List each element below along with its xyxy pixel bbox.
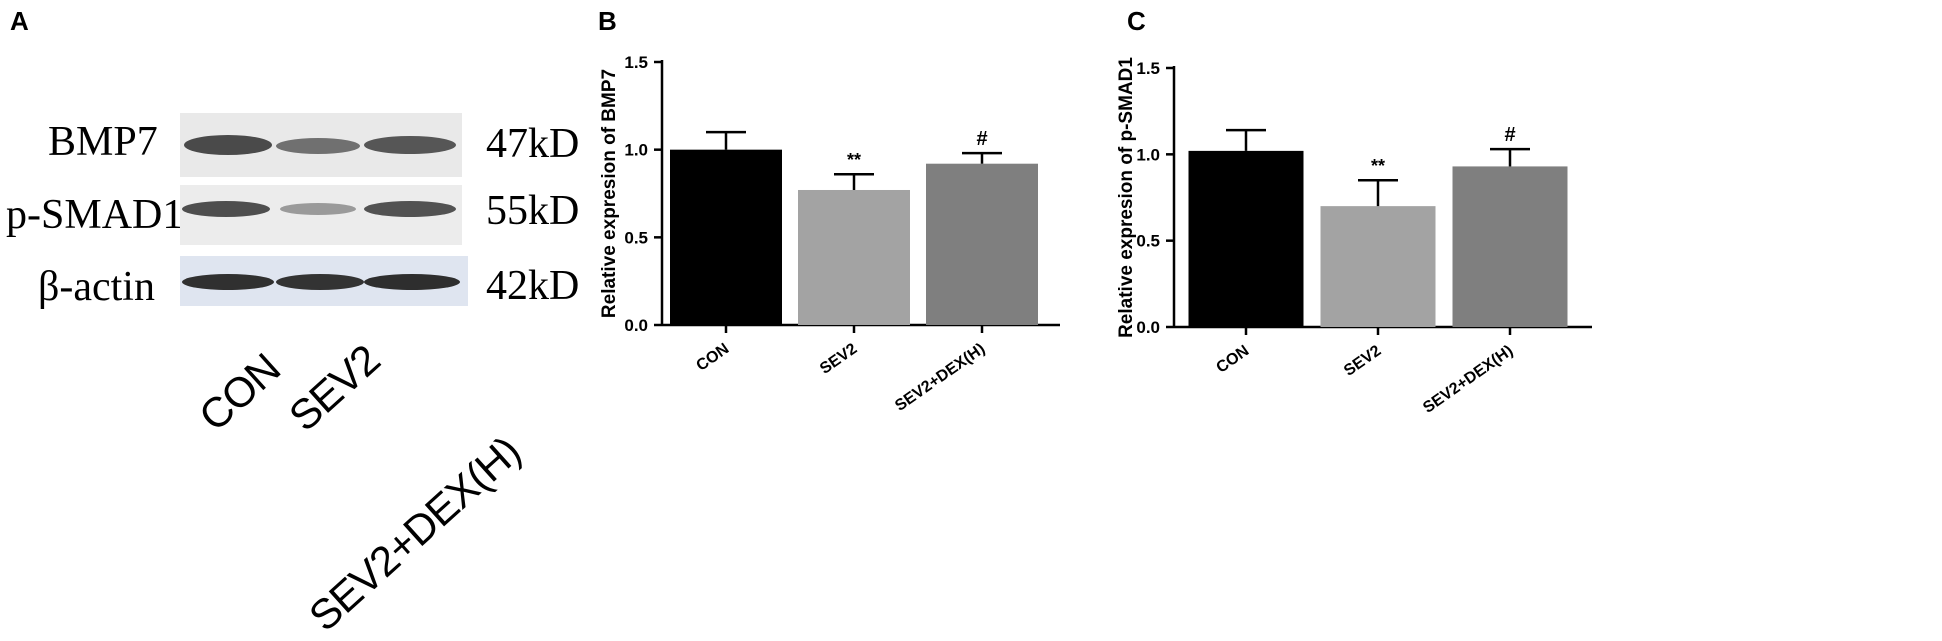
- x-tick-label-con: CON: [693, 340, 732, 374]
- y-tick-label: 0.0: [1136, 318, 1160, 337]
- y-tick-label: 1.5: [1136, 59, 1160, 78]
- bar-sev2: [1320, 206, 1436, 327]
- x-tick-label-sev2: SEV2: [1341, 342, 1384, 379]
- band-actin-sev2: [276, 274, 364, 290]
- mw-label-bmp7: 47kD: [486, 121, 580, 167]
- panel-c-letter: C: [1127, 6, 1146, 36]
- mw-label-p-smad1: 55kD: [486, 188, 580, 234]
- blot-beta-actin: [180, 256, 468, 306]
- y-tick-label: 0.5: [624, 228, 648, 247]
- y-axis-label: Relative expresion of BMP7: [599, 69, 620, 318]
- lane-label-sev2: SEV2: [280, 335, 389, 440]
- lane-label-sev2-dex-h: SEV2+DEX(H): [300, 427, 529, 640]
- y-tick-label: 0.0: [624, 316, 648, 335]
- blot-p-smad1: [180, 185, 462, 245]
- y-tick-label: 0.5: [1136, 232, 1160, 251]
- x-tick-label-sev2: SEV2: [817, 340, 860, 377]
- y-tick-label: 1.5: [624, 53, 648, 72]
- band-bmp7-con: [184, 135, 272, 155]
- x-tick-label-con: CON: [1213, 342, 1252, 376]
- mw-label-beta-actin: 42kD: [486, 263, 580, 309]
- band-psmad1-dex: [364, 201, 456, 217]
- bar-sev2-dex-h: [926, 163, 1038, 325]
- band-actin-con: [182, 274, 274, 290]
- bar-sev2: [798, 189, 910, 325]
- bar-con: [670, 149, 782, 325]
- bar-sev2-dex-h: [1452, 166, 1568, 327]
- band-actin-dex: [364, 274, 460, 290]
- significance-mark-sev2: **: [1371, 156, 1385, 176]
- panel-a-letter: A: [10, 6, 29, 36]
- significance-mark-sev2-dex-h: #: [1504, 124, 1515, 146]
- band-bmp7-sev2: [276, 138, 360, 154]
- row-label-bmp7: BMP7: [48, 119, 158, 165]
- western-blot-panel: BMP7 p-SMAD1 β-actin 47kD 55kD 42kD CON …: [0, 0, 740, 640]
- x-tick-label-sev2-dex-h: SEV2+DEX(H): [1420, 342, 1516, 416]
- lane-label-con: CON: [190, 344, 289, 440]
- y-tick-label: 1.0: [624, 141, 648, 160]
- band-bmp7-dex: [364, 136, 456, 154]
- row-label-p-smad1: p-SMAD1: [6, 192, 184, 238]
- row-label-beta-actin: β-actin: [38, 264, 155, 310]
- significance-mark-sev2: **: [847, 150, 861, 170]
- significance-mark-sev2-dex-h: #: [976, 128, 987, 150]
- y-tick-label: 1.0: [1136, 145, 1160, 164]
- blot-bmp7: [180, 113, 462, 177]
- y-axis-label: Relative expresion of p-SMAD1: [1116, 57, 1137, 338]
- x-tick-label-sev2-dex-h: SEV2+DEX(H): [892, 340, 988, 414]
- band-psmad1-con: [182, 201, 270, 217]
- band-psmad1-sev2: [280, 203, 356, 215]
- panel-b-letter: B: [598, 6, 617, 36]
- bar-con: [1188, 150, 1304, 327]
